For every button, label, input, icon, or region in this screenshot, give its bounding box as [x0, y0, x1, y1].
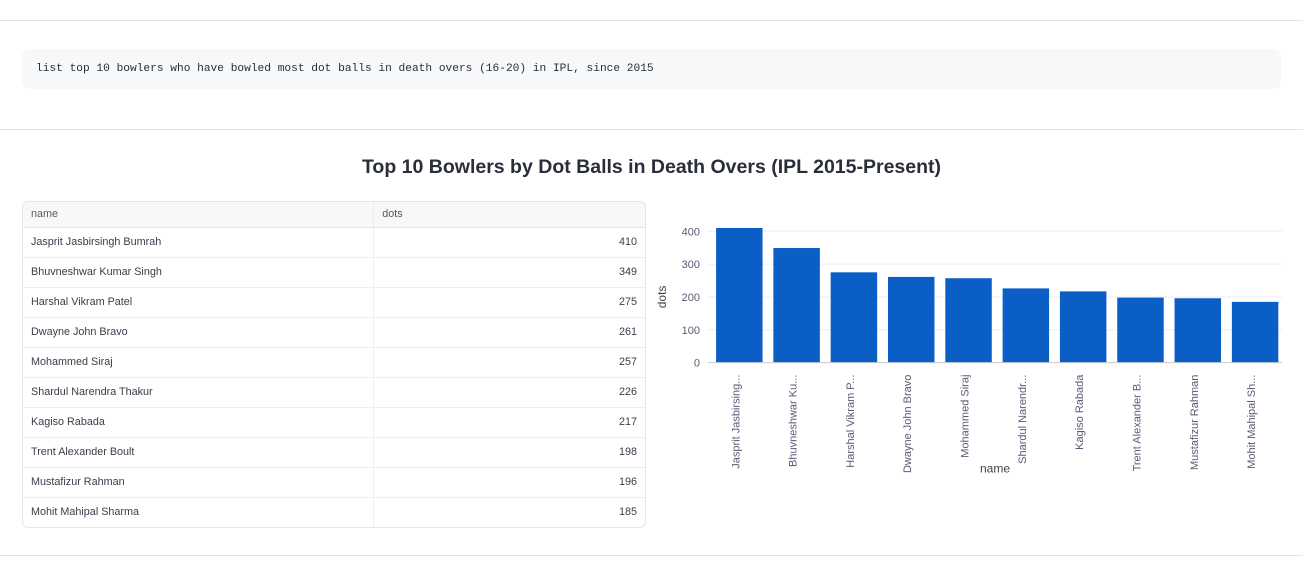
svg-text:Shardul Narendr...: Shardul Narendr... [1017, 375, 1029, 464]
svg-text:Trent Alexander B...: Trent Alexander B... [1131, 375, 1143, 472]
svg-text:0: 0 [694, 358, 700, 370]
svg-text:Bhuvneshwar Ku...: Bhuvneshwar Ku... [788, 375, 800, 467]
svg-text:Mohammed Siraj: Mohammed Siraj [960, 375, 972, 458]
svg-text:Mohit Mahipal Sh...: Mohit Mahipal Sh... [1246, 375, 1258, 469]
svg-text:Kagiso Rabada: Kagiso Rabada [1074, 374, 1086, 450]
svg-text:Mustafizur Rahman: Mustafizur Rahman [1189, 375, 1201, 470]
svg-text:Harshal Vikram P...: Harshal Vikram P... [845, 375, 857, 468]
svg-text:dots: dots [655, 286, 669, 309]
svg-text:Jasprit Jasbirsing...: Jasprit Jasbirsing... [730, 375, 742, 469]
svg-text:200: 200 [682, 292, 700, 304]
svg-text:name: name [980, 462, 1010, 476]
svg-text:300: 300 [682, 259, 700, 271]
svg-text:100: 100 [682, 325, 700, 337]
svg-text:400: 400 [682, 226, 700, 238]
svg-text:Dwayne John Bravo: Dwayne John Bravo [902, 375, 914, 473]
